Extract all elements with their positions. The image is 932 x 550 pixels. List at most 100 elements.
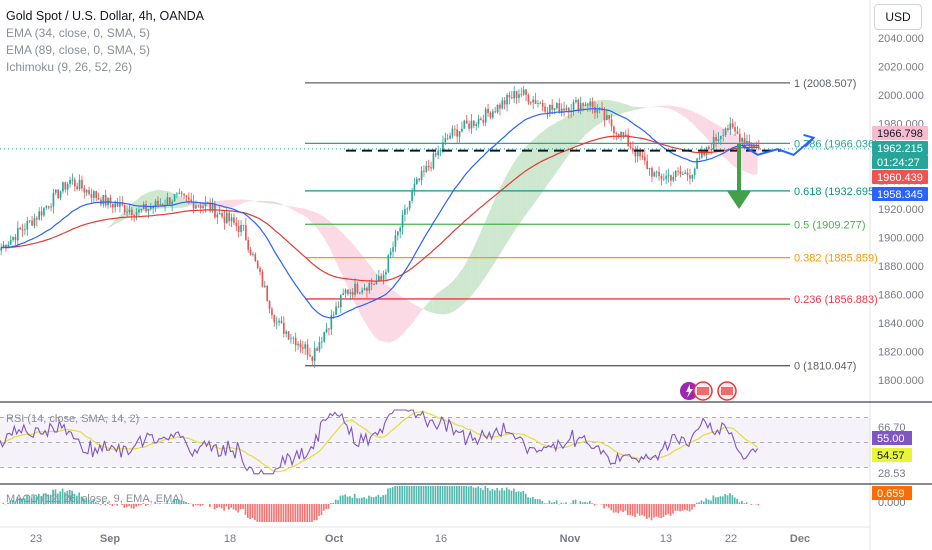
macd-histogram-bar	[703, 501, 705, 504]
cloud-segment	[277, 202, 281, 205]
cloud-segment	[729, 131, 732, 165]
candle-body	[731, 123, 734, 128]
macd-histogram-bar	[187, 502, 190, 504]
candle-body	[228, 212, 231, 222]
cloud-segment	[394, 291, 397, 341]
candle-body	[522, 89, 525, 95]
macd-histogram-bar	[304, 504, 306, 522]
cloud-segment	[422, 306, 426, 310]
candle-body	[197, 205, 200, 207]
candle-body	[268, 300, 271, 310]
candle-body	[532, 99, 535, 103]
rsi-line	[0, 409, 759, 475]
macd-histogram-bar	[741, 500, 743, 504]
candle-body	[347, 289, 349, 294]
cloud-segment	[672, 105, 675, 111]
candle-body	[377, 275, 380, 282]
candle-body	[12, 236, 14, 240]
candle-body	[247, 240, 250, 250]
fibonacci-retracement[interactable]: 1 (2008.507) 0.786 (1966.036) 0.618 (1932.…	[0, 78, 878, 373]
cloud-segment	[681, 107, 684, 117]
candle-body	[138, 209, 140, 213]
macd-histogram-bar	[619, 504, 622, 511]
candle-body	[499, 104, 501, 109]
macd-histogram-bar	[560, 502, 563, 504]
macd-histogram-bar	[475, 487, 477, 504]
projection-drawings[interactable]	[346, 133, 816, 209]
cloud-segment	[693, 111, 696, 128]
cloud-segment	[529, 140, 532, 210]
candle-body	[351, 291, 354, 295]
macd-histogram-bar	[477, 486, 480, 504]
cloud-segment	[710, 120, 713, 146]
time-tick-label: 23	[30, 533, 42, 545]
candle-body	[506, 94, 508, 105]
time-axis[interactable]: 23 Sep 18 Oct 16 Nov 13 22 Dec	[30, 533, 810, 545]
cloud-segment	[627, 104, 630, 112]
macd-histogram-bar	[539, 499, 541, 504]
macd-histogram-bar	[422, 486, 425, 504]
macd-histogram-bar	[35, 496, 38, 504]
fib-level-label: 0.236 (1856.883)	[794, 294, 878, 306]
macd-histogram-bar	[154, 501, 157, 504]
macd-histogram-bar	[116, 504, 119, 506]
macd-histogram-bar	[315, 504, 318, 521]
candle-body	[159, 204, 162, 205]
macd-histogram-bar	[133, 504, 135, 509]
macd-histogram-bar	[565, 502, 567, 504]
cloud-segment	[456, 274, 459, 310]
macd-histogram-bar	[643, 504, 646, 517]
macd-histogram-bar	[522, 490, 525, 504]
projection-path[interactable]	[741, 136, 815, 156]
macd-histogram-bar	[425, 486, 427, 504]
currency-button[interactable]: USD	[874, 4, 922, 30]
cloud-segment	[548, 125, 551, 184]
candle-body	[183, 193, 185, 196]
indicator-ema34-label[interactable]: EMA (34, close, 0, SMA, 5)	[6, 26, 151, 40]
candle-body	[195, 205, 197, 209]
macd-histogram-bar	[237, 504, 240, 513]
candle-body	[135, 212, 138, 217]
fib-level-label: 1 (2008.507)	[794, 78, 856, 90]
cloud-segment	[515, 156, 518, 230]
cloud-segment	[133, 200, 136, 216]
candle-body	[741, 138, 744, 142]
macd-histogram-bar	[68, 489, 71, 504]
candle-body	[304, 344, 307, 349]
candle-body	[480, 118, 482, 121]
candle-body	[78, 179, 81, 190]
candle-body	[73, 179, 76, 187]
candle-body	[729, 123, 732, 130]
candle-body	[62, 182, 64, 192]
cloud-segment	[389, 287, 392, 343]
macd-histogram-bar	[249, 504, 252, 520]
candle-body	[35, 218, 38, 220]
cloud-segment	[306, 209, 309, 220]
cloud-segment	[282, 204, 285, 206]
cloud-segment	[401, 296, 404, 336]
candle-body	[40, 211, 43, 216]
candle-body	[209, 203, 212, 211]
cloud-segment	[470, 249, 473, 298]
macd-histogram-bar	[584, 501, 586, 504]
macd-histogram-bar	[289, 504, 292, 522]
indicator-ema89-label[interactable]: EMA (89, close, 0, SMA, 5)	[6, 43, 151, 57]
macd-histogram-bar	[182, 501, 185, 504]
candle-body	[366, 288, 368, 291]
candle-body	[453, 128, 456, 130]
macd-histogram-bar	[657, 504, 660, 518]
macd-histogram-bar	[570, 503, 572, 504]
macd-histogram-bar	[296, 504, 299, 522]
symbol-title[interactable]: Gold Spot / U.S. Dollar, 4h, OANDA	[6, 9, 204, 23]
candle-body	[620, 132, 622, 138]
candle-body	[275, 322, 278, 324]
candle-body	[572, 102, 575, 111]
indicator-ichimoku-label[interactable]: Ichimoku (9, 26, 52, 26)	[6, 60, 133, 74]
candle-body	[111, 203, 114, 208]
macd-histogram-bar	[444, 486, 446, 504]
event-icons[interactable]	[680, 381, 737, 401]
price-axis[interactable]: 2040.0002020.0002000.0001980.0001960.000…	[878, 33, 924, 387]
